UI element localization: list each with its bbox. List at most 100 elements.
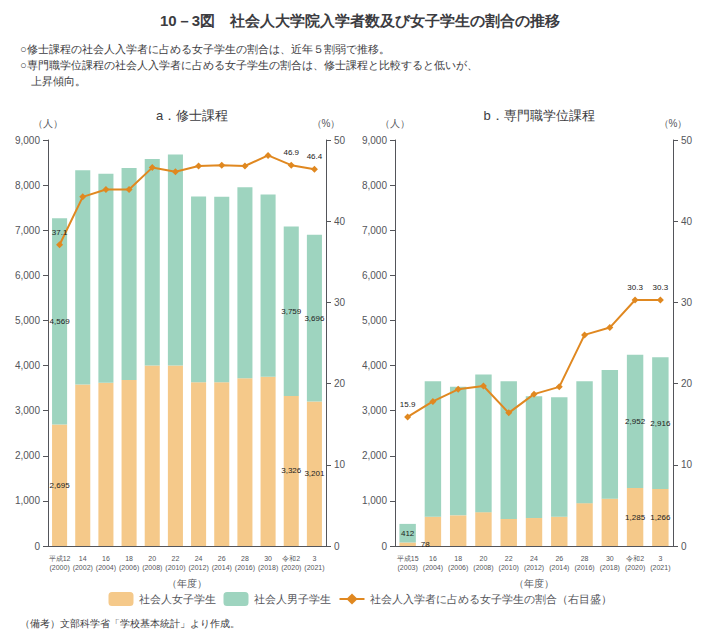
- svg-text:社会人入学者に占める女子学生の割合（右目盛）: 社会人入学者に占める女子学生の割合（右目盛）: [370, 593, 612, 605]
- svg-text:5,000: 5,000: [15, 315, 40, 326]
- svg-text:30: 30: [334, 297, 346, 308]
- svg-text:16: 16: [102, 555, 110, 562]
- svg-text:14: 14: [79, 555, 87, 562]
- svg-text:(2014): (2014): [212, 564, 232, 572]
- svg-text:令和2: 令和2: [282, 555, 300, 563]
- svg-text:30.3: 30.3: [653, 283, 669, 292]
- svg-text:（備考）文部科学省「学校基本統計」より作成。: （備考）文部科学省「学校基本統計」より作成。: [20, 618, 240, 629]
- svg-text:2,916: 2,916: [650, 419, 671, 428]
- svg-text:40: 40: [681, 216, 693, 227]
- svg-text:412: 412: [401, 529, 415, 538]
- svg-text:3,000: 3,000: [15, 405, 40, 416]
- svg-text:平成12: 平成12: [49, 555, 71, 562]
- svg-text:b．専門職学位課程: b．専門職学位課程: [483, 108, 594, 123]
- svg-text:a．修士課程: a．修士課程: [156, 108, 228, 123]
- svg-text:6,000: 6,000: [15, 270, 40, 281]
- svg-text:(2012): (2012): [188, 564, 208, 572]
- svg-text:26: 26: [218, 555, 226, 562]
- svg-text:（人）: （人）: [33, 118, 63, 129]
- svg-text:（年度）: （年度）: [167, 578, 207, 589]
- svg-text:(2008): (2008): [473, 564, 493, 572]
- svg-text:3: 3: [312, 555, 316, 562]
- svg-text:10－3図 社会人大学院入学者数及び女子学生の割合の推移: 10－3図 社会人大学院入学者数及び女子学生の割合の推移: [160, 12, 560, 29]
- svg-text:1,266: 1,266: [650, 513, 671, 522]
- svg-text:3,759: 3,759: [281, 307, 302, 316]
- svg-text:0: 0: [681, 541, 687, 552]
- svg-text:50: 50: [681, 135, 693, 146]
- svg-text:10: 10: [334, 459, 346, 470]
- svg-text:1,285: 1,285: [625, 513, 646, 522]
- svg-text:2,000: 2,000: [362, 450, 387, 461]
- svg-text:0: 0: [34, 541, 40, 552]
- svg-text:20: 20: [480, 555, 488, 562]
- svg-text:4,569: 4,569: [50, 317, 71, 326]
- svg-text:5,000: 5,000: [362, 315, 387, 326]
- svg-text:3,201: 3,201: [304, 469, 325, 478]
- svg-text:8,000: 8,000: [362, 180, 387, 191]
- svg-text:(2020): (2020): [281, 564, 301, 572]
- svg-text:3,000: 3,000: [362, 405, 387, 416]
- svg-text:(2016): (2016): [574, 564, 594, 572]
- svg-text:24: 24: [195, 555, 203, 562]
- svg-text:20: 20: [681, 378, 693, 389]
- svg-text:2,952: 2,952: [625, 417, 646, 426]
- svg-text:10: 10: [681, 459, 693, 470]
- svg-text:(2021): (2021): [650, 564, 670, 572]
- svg-text:○修士課程の社会人入学者に占める女子学生の割合は、近年５割弱: ○修士課程の社会人入学者に占める女子学生の割合は、近年５割弱で推移。: [20, 43, 390, 55]
- svg-text:18: 18: [454, 555, 462, 562]
- svg-text:30: 30: [264, 555, 272, 562]
- svg-text:(2010): (2010): [499, 564, 519, 572]
- svg-text:(2006): (2006): [448, 564, 468, 572]
- svg-text:○専門職学位課程の社会人入学者に占める女子学生の割合は、修士: ○専門職学位課程の社会人入学者に占める女子学生の割合は、修士課程と比較すると低い…: [20, 59, 478, 72]
- svg-text:30: 30: [606, 555, 614, 562]
- svg-text:3,696: 3,696: [304, 314, 325, 323]
- svg-text:(2020): (2020): [625, 564, 645, 572]
- svg-text:（年度）: （年度）: [514, 578, 554, 589]
- svg-text:20: 20: [148, 555, 156, 562]
- svg-text:（人）: （人）: [380, 118, 410, 129]
- svg-text:22: 22: [505, 555, 513, 562]
- svg-text:(2002): (2002): [73, 564, 93, 572]
- svg-text:(2008): (2008): [142, 564, 162, 572]
- svg-text:4,000: 4,000: [15, 360, 40, 371]
- svg-text:4,000: 4,000: [362, 360, 387, 371]
- svg-text:(2021): (2021): [304, 564, 324, 572]
- svg-text:(2012): (2012): [524, 564, 544, 572]
- svg-text:(2018): (2018): [600, 564, 620, 572]
- svg-text:上昇傾向。: 上昇傾向。: [20, 75, 86, 87]
- svg-text:6,000: 6,000: [362, 270, 387, 281]
- svg-text:46.4: 46.4: [307, 152, 323, 161]
- svg-text:(2003): (2003): [398, 564, 418, 572]
- svg-text:(2018): (2018): [258, 564, 278, 572]
- svg-text:(2000): (2000): [49, 564, 69, 572]
- svg-text:40: 40: [334, 216, 346, 227]
- svg-text:28: 28: [241, 555, 249, 562]
- svg-text:24: 24: [530, 555, 538, 562]
- svg-text:2,695: 2,695: [50, 481, 71, 490]
- svg-text:平成15: 平成15: [397, 555, 419, 562]
- svg-text:15.9: 15.9: [400, 400, 416, 409]
- svg-text:7,000: 7,000: [15, 225, 40, 236]
- svg-text:9,000: 9,000: [15, 135, 40, 146]
- svg-text:（%）: （%）: [659, 118, 688, 129]
- svg-text:20: 20: [334, 378, 346, 389]
- svg-text:26: 26: [555, 555, 563, 562]
- svg-text:(2004): (2004): [96, 564, 116, 572]
- svg-text:7,000: 7,000: [362, 225, 387, 236]
- svg-text:1,000: 1,000: [15, 495, 40, 506]
- svg-text:30.3: 30.3: [627, 283, 643, 292]
- svg-text:社会人女子学生: 社会人女子学生: [139, 593, 216, 605]
- svg-text:令和2: 令和2: [626, 555, 644, 563]
- svg-text:3: 3: [658, 555, 662, 562]
- svg-text:(2006): (2006): [119, 564, 139, 572]
- svg-text:(2010): (2010): [165, 564, 185, 572]
- svg-text:78: 78: [421, 540, 430, 549]
- svg-text:0: 0: [381, 541, 387, 552]
- svg-text:37.1: 37.1: [52, 228, 68, 237]
- svg-text:(2004): (2004): [423, 564, 443, 572]
- svg-text:18: 18: [125, 555, 133, 562]
- svg-text:28: 28: [581, 555, 589, 562]
- svg-text:8,000: 8,000: [15, 180, 40, 191]
- svg-text:(2014): (2014): [549, 564, 569, 572]
- svg-text:(2016): (2016): [235, 564, 255, 572]
